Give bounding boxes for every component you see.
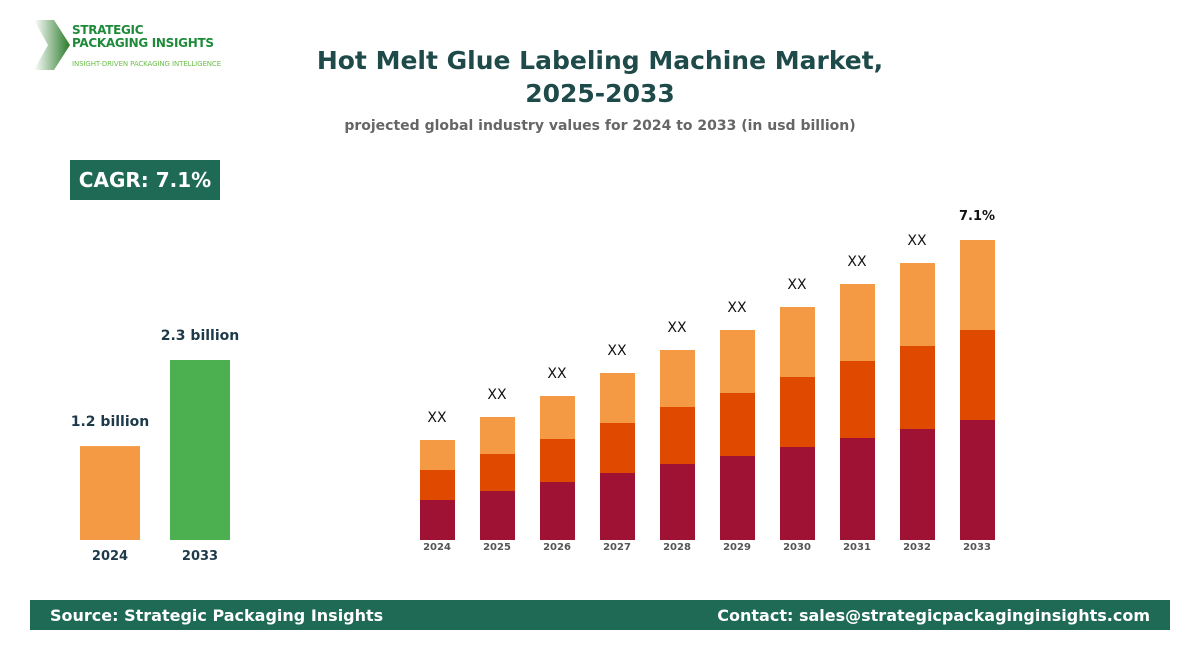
bar-segment-2027-0	[600, 473, 635, 540]
source-text: Source: Strategic Packaging Insights	[50, 605, 384, 625]
contact-text: Contact: sales@strategicpackaginginsight…	[717, 605, 1150, 625]
data-label: XX	[667, 320, 687, 336]
bar-segment-2024-1	[420, 470, 455, 500]
bar-segment-2033-2	[960, 240, 995, 330]
x-tick-label: 2024	[92, 549, 128, 564]
bar-segment-2028-0	[660, 464, 695, 540]
bar-segment-2025-1	[480, 454, 515, 491]
bar-segment-2025-2	[480, 417, 515, 454]
bar-segment-2026-2	[540, 396, 575, 439]
bar-segment-2032-1	[900, 346, 935, 429]
bar-2033	[170, 360, 230, 540]
data-label: XX	[907, 233, 927, 249]
data-label: XX	[727, 300, 747, 316]
bar-segment-2027-2	[600, 373, 635, 423]
footer: Source: Strategic Packaging Insights Con…	[30, 600, 1170, 630]
x-tick-label: 2024	[423, 542, 451, 553]
chart-subtitle: projected global industry values for 202…	[344, 118, 856, 134]
data-label: XX	[487, 387, 507, 403]
data-label: XX	[427, 410, 447, 426]
x-tick-label: 2030	[783, 542, 811, 553]
x-tick-label: 2033	[182, 549, 218, 564]
bar-2024	[80, 446, 140, 540]
bar-segment-2033-0	[960, 420, 995, 540]
data-label: XX	[607, 343, 627, 359]
logo-tagline: INSIGHT-DRIVEN PACKAGING INTELLIGENCE	[72, 60, 222, 68]
x-tick-label: 2027	[603, 542, 631, 553]
data-label: XX	[787, 277, 807, 293]
x-tick-label: 2033	[963, 542, 991, 553]
cagr-badge: CAGR: 7.1%	[70, 160, 220, 200]
bar-segment-2028-2	[660, 350, 695, 407]
bar-segment-2024-0	[420, 500, 455, 540]
data-label: XX	[547, 366, 567, 382]
bar-segment-2032-0	[900, 429, 935, 540]
bar-segment-2028-1	[660, 407, 695, 464]
data-label: 1.2 billion	[71, 414, 149, 430]
bar-segment-2030-1	[780, 377, 815, 447]
x-tick-label: 2031	[843, 542, 871, 553]
x-tick-label: 2028	[663, 542, 691, 553]
logo-text: STRATEGIC PACKAGING INSIGHTS	[72, 23, 214, 50]
data-label: 2.3 billion	[161, 328, 239, 344]
logo-chevron-icon	[34, 20, 70, 70]
chart-area: 1.2 billion 2024 2.3 billion 2033 XX 2024 XX 20…	[71, 209, 995, 564]
bar-segment-2031-2	[840, 284, 875, 361]
x-tick-label: 2029	[723, 542, 751, 553]
bar-segment-2026-1	[540, 439, 575, 482]
bar-segment-2029-2	[720, 330, 755, 393]
data-label: XX	[847, 254, 867, 270]
x-tick-label: 2025	[483, 542, 511, 553]
bar-segment-2031-1	[840, 361, 875, 438]
bar-segment-2025-0	[480, 491, 515, 540]
bar-segment-2033-1	[960, 330, 995, 420]
bar-segment-2024-2	[420, 440, 455, 470]
bar-segment-2027-1	[600, 423, 635, 473]
bar-segment-2030-2	[780, 307, 815, 377]
chart-title: Hot Melt Glue Labeling Machine Market, 20…	[316, 46, 884, 108]
bar-segment-2031-0	[840, 438, 875, 540]
bar-segment-2032-2	[900, 263, 935, 346]
data-label: 7.1%	[959, 209, 995, 224]
x-tick-label: 2026	[543, 542, 571, 553]
x-tick-label: 2032	[903, 542, 931, 553]
bar-segment-2030-0	[780, 447, 815, 540]
bar-segment-2026-0	[540, 482, 575, 540]
bar-segment-2029-1	[720, 393, 755, 456]
bar-segment-2029-0	[720, 456, 755, 540]
